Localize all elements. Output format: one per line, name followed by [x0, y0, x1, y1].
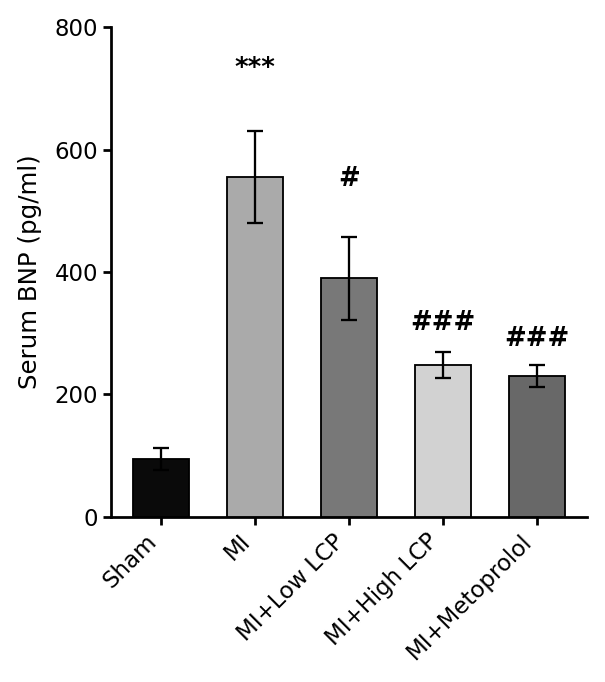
- Bar: [321, 278, 377, 517]
- Y-axis label: Serum BNP (pg/ml): Serum BNP (pg/ml): [18, 155, 42, 389]
- Text: ###: ###: [504, 325, 569, 351]
- Text: #: #: [338, 166, 360, 192]
- Bar: [227, 177, 283, 517]
- Bar: [509, 376, 565, 517]
- Bar: [414, 365, 471, 517]
- Text: ***: ***: [235, 57, 275, 83]
- Text: ###: ###: [410, 310, 476, 336]
- Bar: [132, 458, 189, 517]
